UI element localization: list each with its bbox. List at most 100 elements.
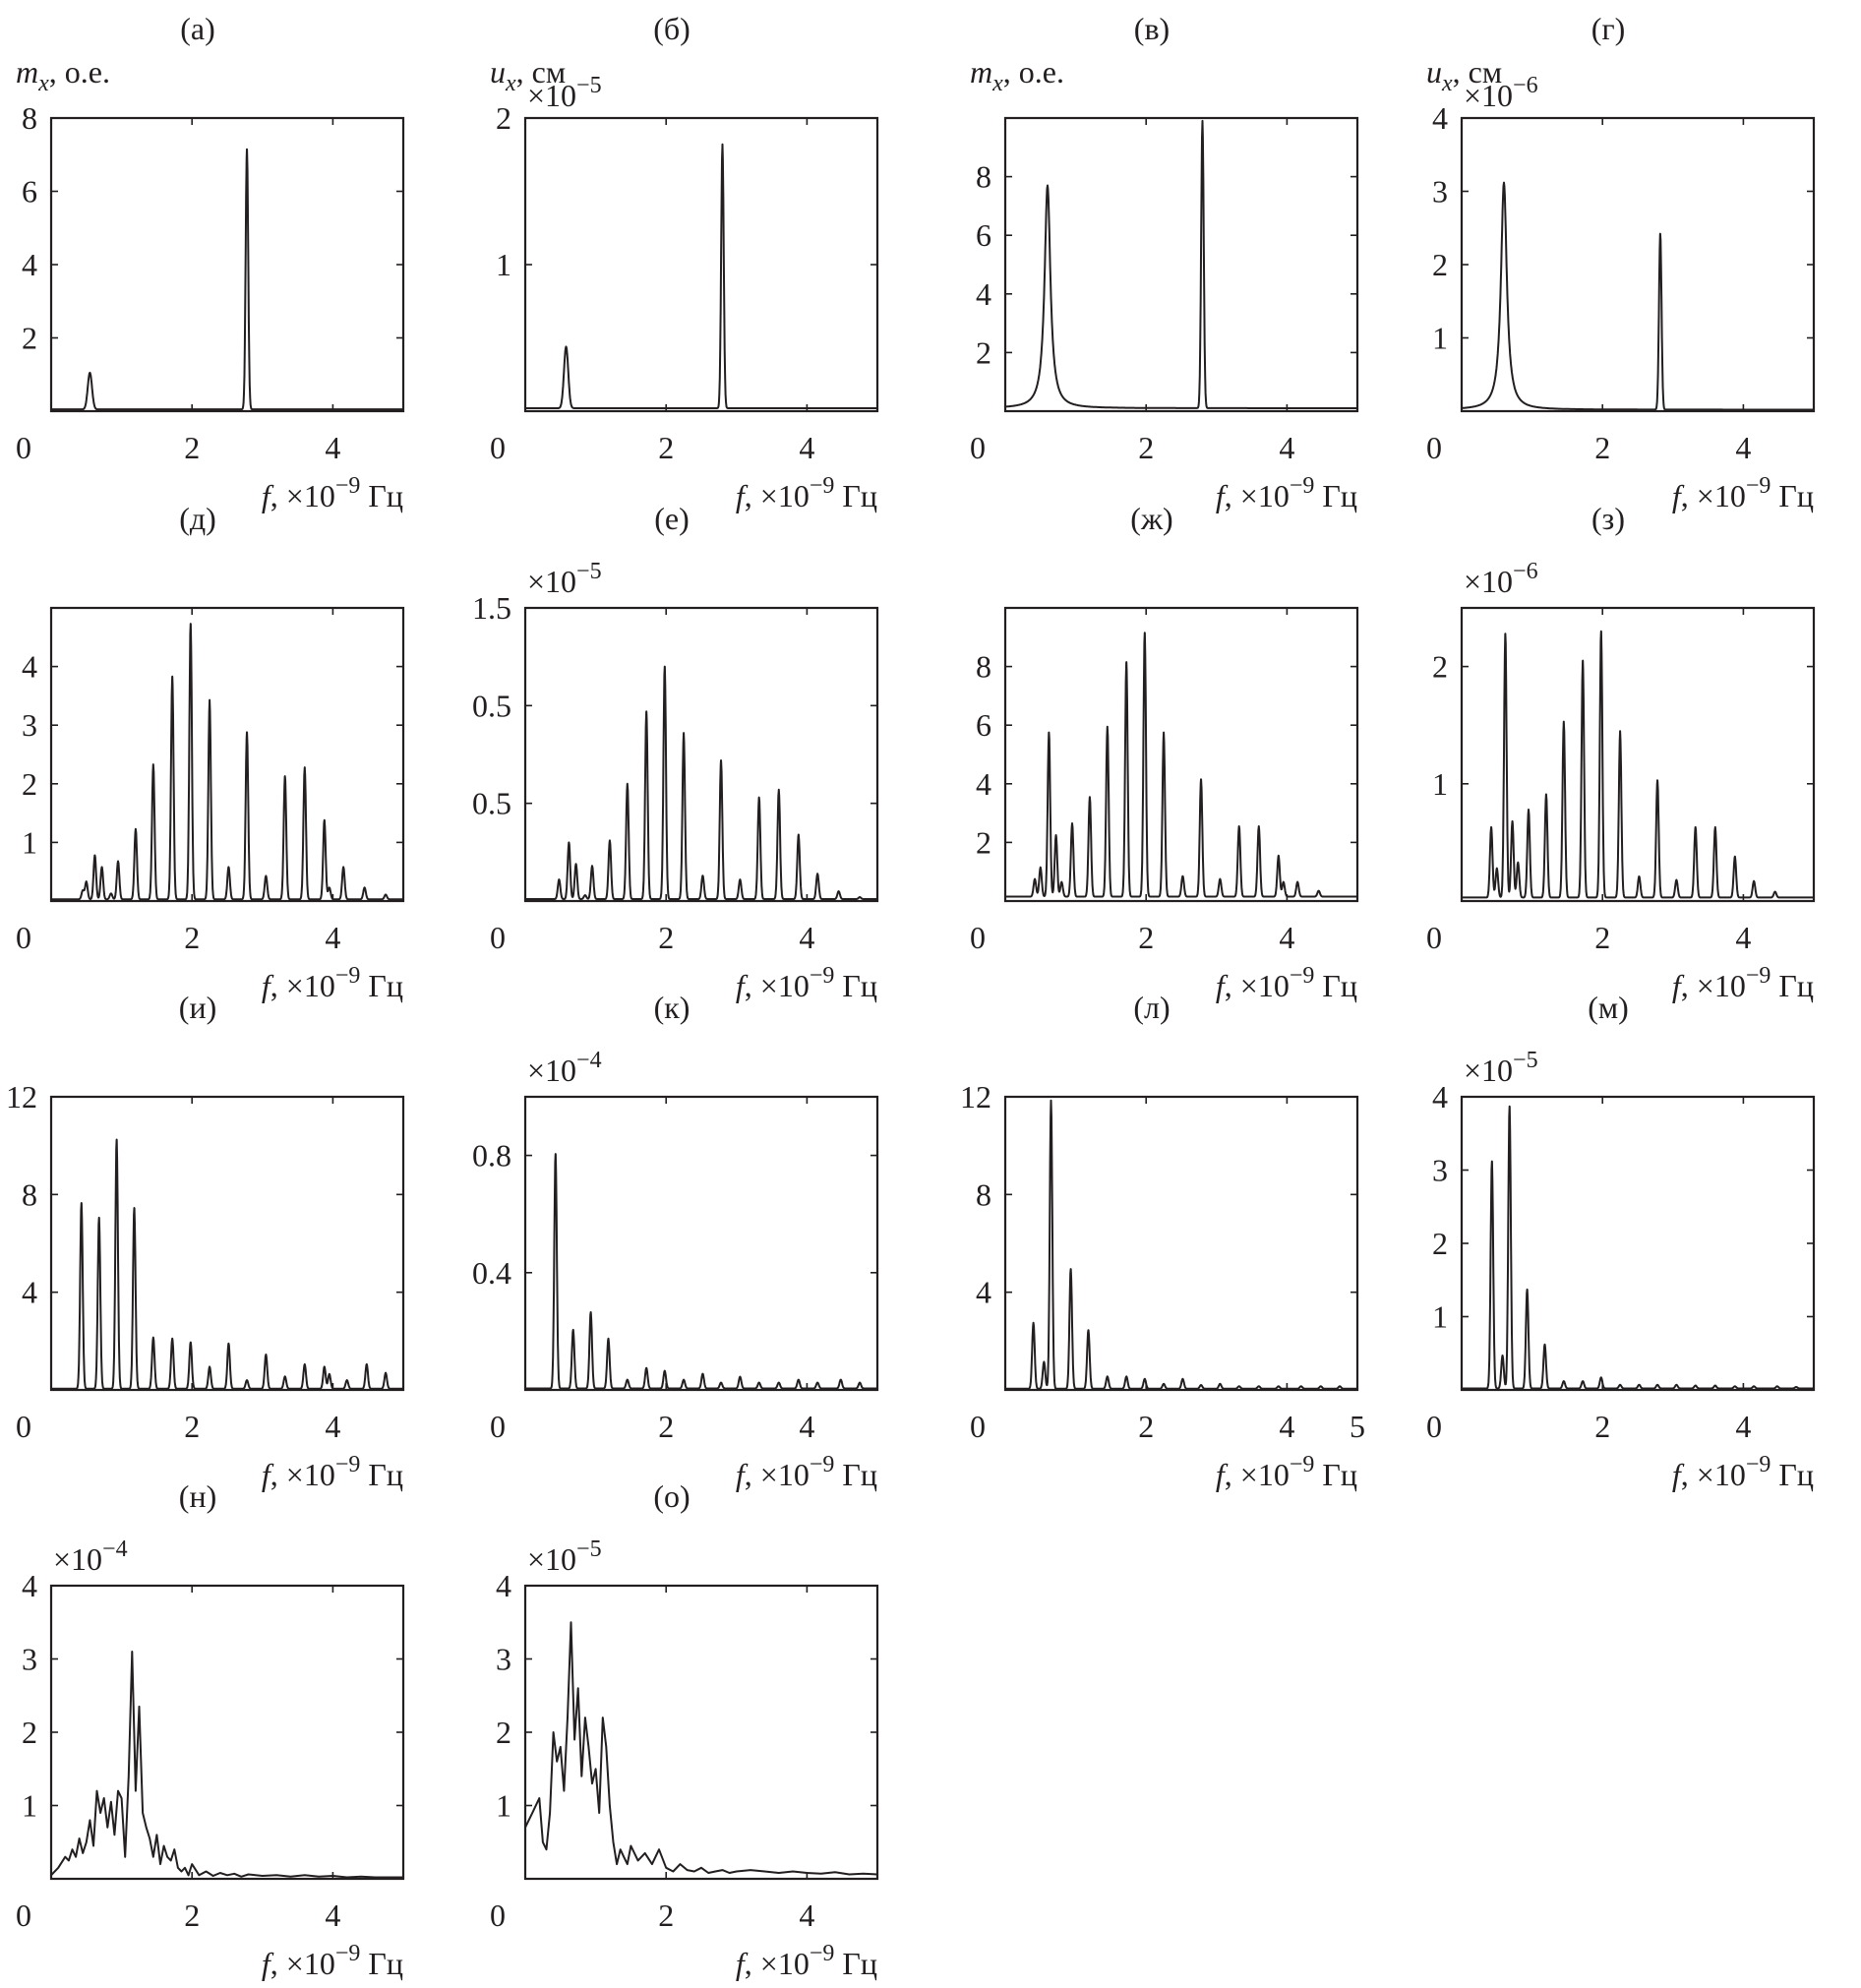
panel-7: (з) ×10−6 1 2 0 2 4 f, ×10−9 Гц (1426, 501, 1816, 1003)
x-tick-label: 0 (970, 920, 986, 955)
y-tick-label: 4 (976, 276, 991, 312)
spectrum-line (524, 665, 878, 900)
y-tick-label: 3 (22, 1642, 37, 1677)
x-tick-label: 4 (325, 1898, 340, 1933)
y-tick-label: 2 (1432, 649, 1448, 685)
y-tick-label: 2 (22, 1715, 37, 1750)
y-scale-factor: ×10−5 (527, 1536, 602, 1577)
plot-frame (1460, 606, 1816, 903)
x-tick-label: 0 (1426, 430, 1442, 465)
y-tick-label: 6 (976, 217, 991, 253)
y-tick-label: 2 (1432, 247, 1448, 282)
y-scale-factor: ×10−4 (527, 1048, 602, 1088)
y-tick-label: 6 (22, 174, 37, 210)
spectrum-line (1004, 119, 1358, 409)
x-tick-label: 4 (799, 920, 814, 955)
y-tick-label: 1 (1432, 321, 1448, 356)
panel-title: (н) (179, 1478, 216, 1514)
panel-4: (д) 1 2 3 4 0 2 4 f, ×10−9 Гц (16, 501, 405, 1003)
x-tick-label: 0 (490, 1409, 506, 1444)
y-tick-label: 1 (1432, 1299, 1448, 1335)
y-tick-label: 2 (496, 1715, 511, 1750)
y-scale-factor: ×10−6 (1464, 559, 1538, 599)
plot-frame (523, 1584, 879, 1881)
panel-title: (б) (653, 11, 690, 46)
y-axis-label: ux, см (490, 54, 566, 96)
y-tick-label: 1 (22, 1788, 37, 1824)
x-tick-label: 2 (658, 430, 674, 465)
panel-0: (а) mx, о.е. 2 4 6 8 0 2 4 f, ×10−9 Гц (16, 11, 405, 513)
x-tick-label: 2 (184, 1409, 200, 1444)
x-tick-label: 5 (1350, 1409, 1365, 1444)
y-tick-label: 2 (22, 766, 37, 802)
y-tick-label: 2 (976, 824, 991, 860)
x-axis-label: f, ×10−9 Гц (1216, 473, 1357, 513)
x-tick-label: 0 (1426, 920, 1442, 955)
x-tick-label: 0 (490, 430, 506, 465)
y-tick-label: 3 (22, 707, 37, 743)
y-axis-label: mx, о.е. (16, 54, 110, 96)
y-tick-label: 0.5 (472, 786, 511, 821)
x-tick-label: 0 (16, 920, 31, 955)
x-tick-label: 2 (1138, 1409, 1154, 1444)
plot-frame (1460, 116, 1816, 413)
panel-3: (г) ux, см×10−6 1 2 3 4 0 2 4 f, ×10−9 Гц (1426, 11, 1816, 513)
x-axis-label: f, ×10−9 Гц (1672, 473, 1814, 513)
x-axis-label: f, ×10−9 Гц (262, 1452, 403, 1492)
y-tick-label: 4 (976, 1275, 991, 1310)
y-tick-label: 2 (22, 321, 37, 356)
x-tick-label: 0 (1426, 1409, 1442, 1444)
y-scale-factor: ×10−4 (53, 1536, 128, 1577)
x-tick-label: 2 (184, 430, 200, 465)
plot-frame (1460, 1095, 1816, 1392)
panel-title: (в) (1134, 11, 1170, 46)
y-tick-label: 3 (1432, 174, 1448, 210)
y-scale-factor: ×10−5 (1464, 1048, 1538, 1088)
y-tick-label: 0.4 (472, 1255, 511, 1291)
panel-title: (е) (654, 501, 690, 536)
panel-title: (ж) (1130, 501, 1172, 536)
x-axis-label: f, ×10−9 Гц (736, 963, 877, 1003)
x-tick-label: 4 (325, 1409, 340, 1444)
x-tick-label: 4 (1735, 430, 1751, 465)
x-tick-label: 2 (658, 920, 674, 955)
y-tick-label: 8 (22, 1176, 37, 1212)
x-axis-label: f, ×10−9 Гц (262, 1941, 403, 1981)
spectrum-line (50, 1651, 403, 1879)
y-axis-label: mx, о.е. (970, 54, 1064, 96)
y-tick-label: 0.8 (472, 1138, 511, 1174)
plot-frame (523, 606, 879, 903)
x-axis-label: f, ×10−9 Гц (736, 1452, 877, 1492)
x-axis-label: f, ×10−9 Гц (736, 473, 877, 513)
spectrum-line (1461, 181, 1815, 411)
x-tick-label: 4 (325, 920, 340, 955)
y-tick-label: 1 (496, 247, 511, 282)
x-tick-label: 2 (1594, 1409, 1610, 1444)
y-tick-label: 4 (1432, 100, 1448, 136)
plot-frame (523, 1095, 879, 1392)
y-tick-label: 8 (976, 1176, 991, 1212)
x-tick-label: 0 (490, 1898, 506, 1933)
x-tick-label: 4 (1735, 920, 1751, 955)
panel-title: (д) (179, 501, 216, 536)
y-tick-label: 4 (976, 766, 991, 802)
y-tick-label: 4 (22, 247, 37, 282)
plot-frame (1003, 606, 1359, 903)
y-tick-label: 6 (976, 707, 991, 743)
plot-frame (1003, 1095, 1359, 1392)
x-tick-label: 2 (1138, 430, 1154, 465)
spectrum-line (524, 143, 878, 409)
x-tick-label: 4 (1279, 1409, 1294, 1444)
x-tick-label: 2 (658, 1898, 674, 1933)
y-tick-label: 4 (1432, 1079, 1448, 1114)
y-tick-label: 8 (22, 100, 37, 136)
panel-5: (е) ×10−5 0.5 0.5 1.5 0 2 4 f, ×10−9 Гц (472, 501, 879, 1003)
x-tick-label: 2 (1594, 920, 1610, 955)
y-tick-label: 4 (496, 1568, 511, 1603)
plot-frame (1003, 116, 1359, 413)
x-tick-label: 4 (325, 430, 340, 465)
x-tick-label: 0 (16, 430, 31, 465)
panel-11: (м) ×10−5 1 2 3 4 0 2 4 f, ×10−9 Гц (1426, 990, 1816, 1492)
